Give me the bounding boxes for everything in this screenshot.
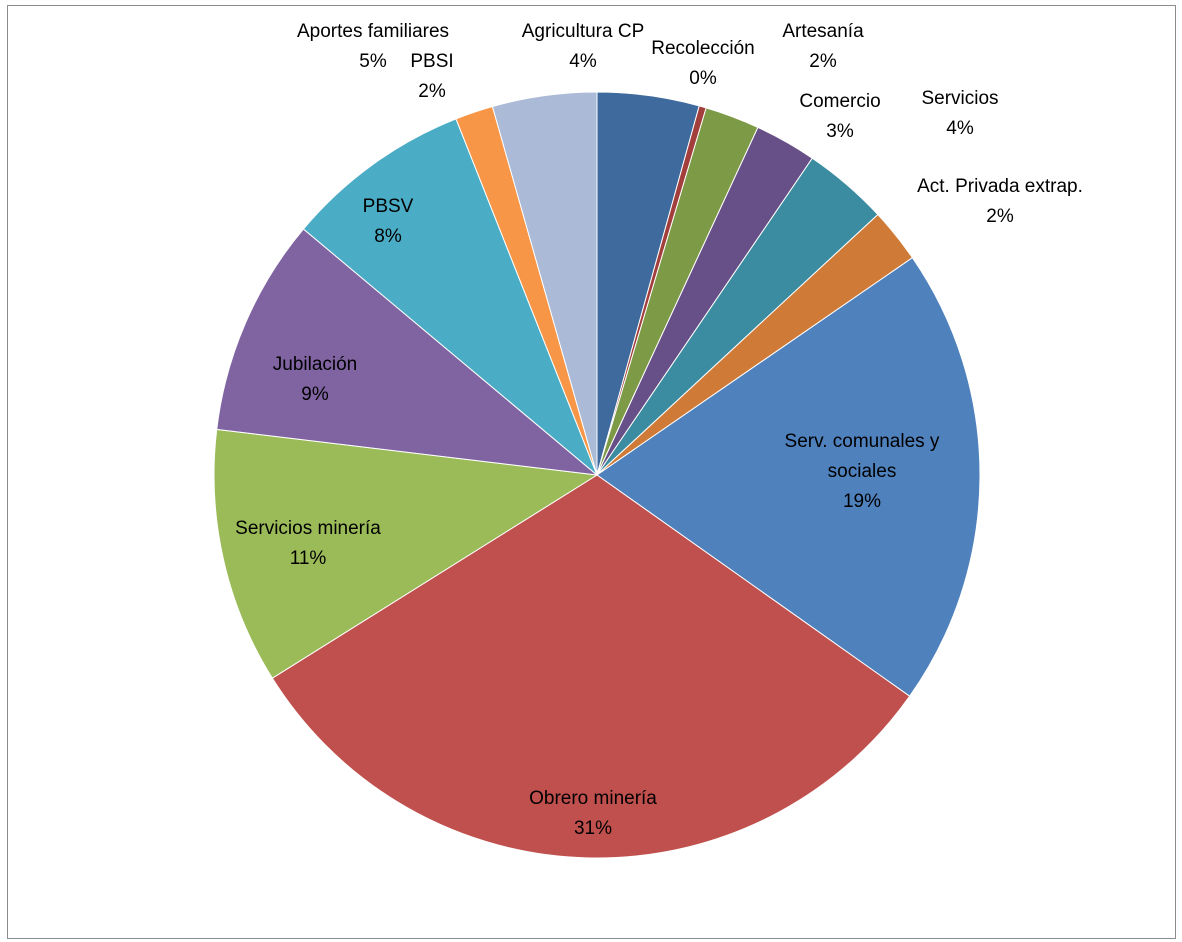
data-label-servicios-mineria: Servicios minería 11%: [235, 518, 381, 569]
pie-slice-jubilacion: [216, 228, 599, 476]
pie-slice-obrero-mineria: [271, 474, 911, 859]
data-label-act-privada-extrap: Act. Privada extrap. 2%: [917, 176, 1083, 227]
pie-labels: Agricultura CP 4%Recolección 0% Artesanía 2%…: [235, 21, 1083, 839]
data-label-obrero-mineria: Obrero minería 31%: [529, 788, 657, 839]
data-label-agricultura-cp: Agricultura CP 4%: [522, 21, 645, 72]
data-label-serv-comunales-y-sociales: Serv. comunales y sociales 19%: [785, 431, 940, 512]
data-label-aportes-familiares: Aportes familiares 5%: [297, 21, 449, 72]
pie-slice-serv-comunales-y-sociales: [596, 257, 981, 697]
data-label-jubilacion: Jubilación 9%: [273, 354, 358, 405]
data-label-artesania: Artesanía 2%: [782, 21, 864, 72]
data-label-recoleccion: Recolección 0%: [651, 38, 755, 89]
pie-slice-pbsv: [302, 118, 598, 476]
data-label-pbsi: PBSI 2%: [410, 51, 453, 102]
pie-slice-servicios-mineria: [213, 428, 599, 679]
data-label-pbsv: PBSV 8%: [363, 196, 414, 247]
pie-slices: [213, 91, 981, 859]
data-label-servicios: Servicios 4%: [921, 88, 998, 139]
data-label-comercio: Comercio 3%: [799, 91, 880, 142]
pie-slice-aportes-familiares: [491, 91, 598, 476]
